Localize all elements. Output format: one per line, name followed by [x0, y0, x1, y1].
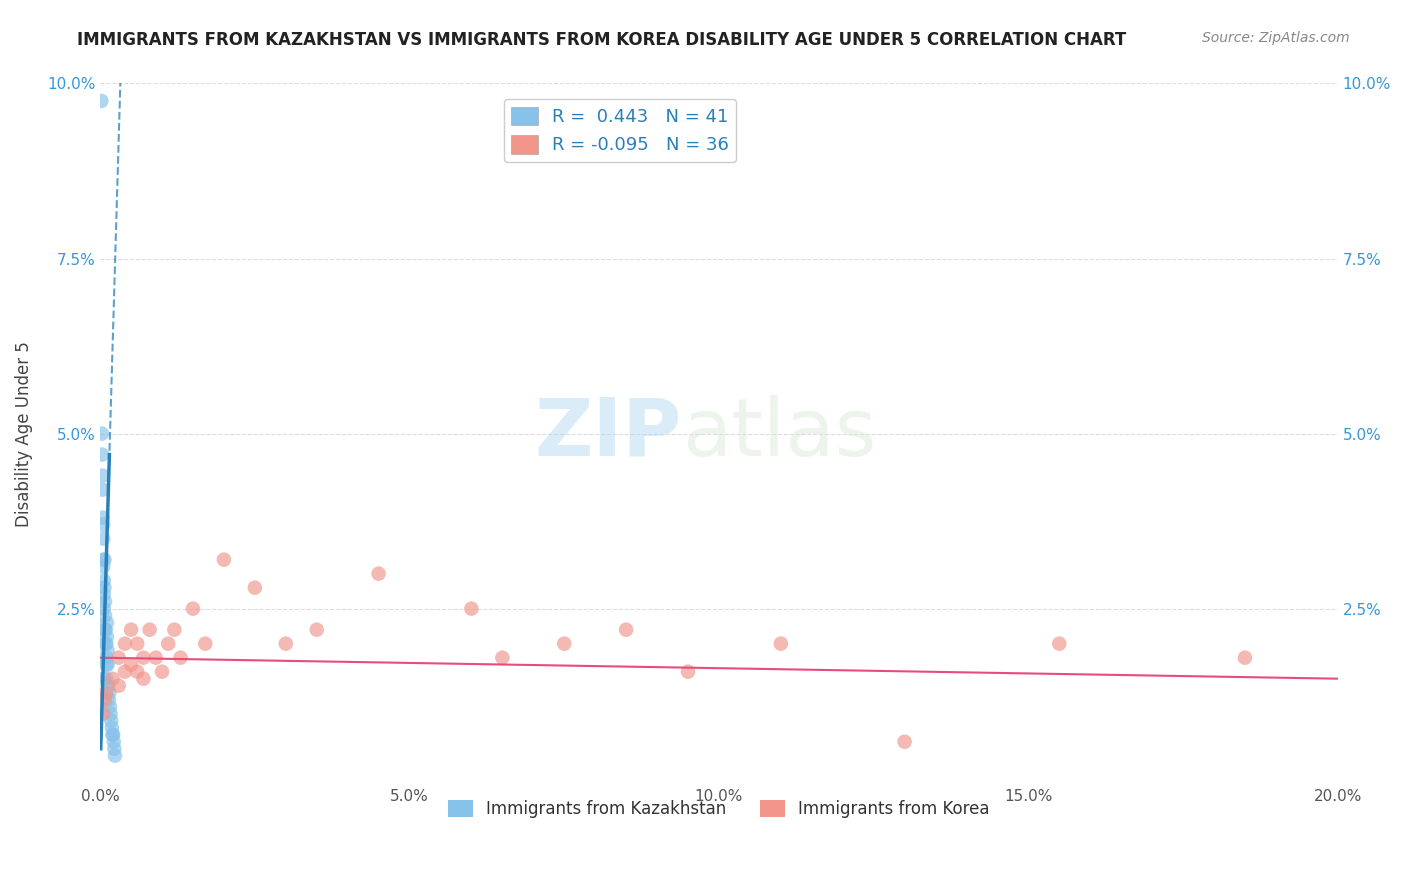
Text: atlas: atlas: [682, 394, 876, 473]
Point: [150, 665, 173, 679]
Text: IMMIGRANTS FROM KAZAKHSTAN VS IMMIGRANTS FROM KOREA DISABILITY AGE UNDER 5 CORRE: IMMIGRANTS FROM KAZAKHSTAN VS IMMIGRANTS…: [77, 31, 1126, 49]
Point: [93, 588, 115, 602]
Point: [91, 559, 114, 574]
Point: [93, 601, 115, 615]
Point: [107, 679, 129, 693]
Point: [91, 532, 114, 546]
Point: [91, 706, 114, 721]
Point: [614, 623, 637, 637]
Point: [93, 574, 115, 588]
Point: [96, 650, 118, 665]
Point: [367, 566, 389, 581]
Point: [305, 623, 328, 637]
Point: [101, 728, 124, 742]
Point: [145, 650, 167, 665]
Point: [91, 552, 114, 566]
Point: [114, 665, 136, 679]
Point: [194, 637, 217, 651]
Point: [243, 581, 266, 595]
Point: [100, 706, 122, 721]
Point: [120, 657, 142, 672]
Point: [127, 637, 149, 651]
Point: [91, 426, 114, 441]
Point: [94, 595, 117, 609]
Point: [1233, 650, 1256, 665]
Point: [98, 699, 121, 714]
Point: [94, 637, 117, 651]
Point: [94, 608, 117, 623]
Point: [460, 601, 482, 615]
Point: [893, 735, 915, 749]
Point: [96, 686, 118, 700]
Point: [114, 637, 136, 651]
Point: [169, 650, 191, 665]
Point: [491, 650, 513, 665]
Text: Source: ZipAtlas.com: Source: ZipAtlas.com: [1202, 31, 1350, 45]
Point: [100, 714, 122, 728]
Point: [274, 637, 297, 651]
Point: [101, 728, 124, 742]
Point: [132, 672, 155, 686]
Point: [96, 630, 118, 644]
Point: [91, 468, 114, 483]
Point: [93, 581, 115, 595]
Point: [163, 623, 186, 637]
Point: [91, 483, 114, 497]
Point: [104, 748, 127, 763]
Y-axis label: Disability Age Under 5: Disability Age Under 5: [15, 341, 32, 526]
Point: [120, 623, 142, 637]
Point: [97, 679, 120, 693]
Point: [553, 637, 575, 651]
Point: [181, 601, 204, 615]
Point: [103, 741, 125, 756]
Point: [93, 672, 115, 686]
Point: [769, 637, 792, 651]
Point: [157, 637, 180, 651]
Point: [91, 448, 114, 462]
Point: [94, 623, 117, 637]
Point: [97, 692, 120, 706]
Point: [96, 637, 118, 651]
Point: [676, 665, 699, 679]
Point: [212, 552, 235, 566]
Point: [96, 672, 118, 686]
Point: [132, 650, 155, 665]
Point: [98, 686, 121, 700]
Point: [91, 517, 114, 532]
Point: [1047, 637, 1070, 651]
Point: [91, 510, 114, 524]
Point: [96, 643, 118, 657]
Legend: Immigrants from Kazakhstan, Immigrants from Korea: Immigrants from Kazakhstan, Immigrants f…: [441, 793, 997, 824]
Point: [101, 721, 124, 735]
Point: [103, 735, 125, 749]
Point: [96, 615, 118, 630]
Text: ZIP: ZIP: [534, 394, 682, 473]
Point: [94, 692, 117, 706]
Point: [96, 657, 118, 672]
Point: [96, 657, 118, 672]
Point: [93, 552, 115, 566]
Point: [94, 623, 117, 637]
Point: [107, 650, 129, 665]
Point: [138, 623, 160, 637]
Point: [90, 94, 112, 108]
Point: [127, 665, 149, 679]
Point: [101, 672, 124, 686]
